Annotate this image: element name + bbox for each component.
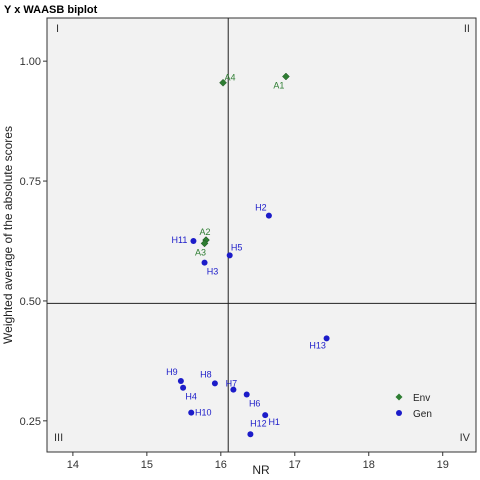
point-label-a3: A3 [195, 247, 206, 257]
gen-point-h10 [188, 409, 195, 416]
x-tick-label: 14 [67, 459, 79, 471]
x-tick-label: 16 [215, 459, 227, 471]
y-axis: 0.25 0.50 0.75 1.00 [20, 56, 47, 428]
y-tick-label: 1.00 [20, 56, 41, 68]
x-tick-label: 19 [437, 459, 449, 471]
quadrant-label-1: I [56, 23, 59, 35]
point-label-a4: A4 [225, 73, 236, 83]
env-point-a4 [219, 78, 227, 87]
gen-point-h12 [247, 431, 254, 438]
gen-point-h3 [201, 259, 208, 266]
gen-point-h7 [230, 386, 237, 393]
gen-point-h1 [262, 412, 269, 419]
legend-label-gen: Gen [413, 409, 432, 420]
point-label-h1: H1 [268, 417, 280, 427]
quadrant-label-4: IV [460, 432, 471, 444]
point-label-h9: H9 [166, 367, 178, 377]
point-label-h12: H12 [250, 418, 267, 428]
point-label-h3: H3 [207, 267, 219, 277]
gen-point-h13 [323, 335, 330, 342]
point-label-h10: H10 [195, 408, 212, 418]
legend-marker-gen [396, 410, 402, 416]
gen-point-h2 [265, 212, 272, 219]
x-tick-label: 17 [289, 459, 301, 471]
env-point-a3 [200, 239, 209, 248]
point-label-h5: H5 [231, 242, 243, 252]
reference-lines [47, 18, 476, 452]
point-label-a1: A1 [273, 81, 284, 91]
legend: Env Gen [395, 393, 432, 420]
y-tick-label: 0.75 [20, 176, 41, 188]
y-tick-label: 0.50 [20, 296, 41, 308]
point-label-a2: A2 [200, 227, 211, 237]
point-label-h8: H8 [200, 369, 212, 379]
plot-area [46, 17, 477, 453]
point-label-h7: H7 [226, 379, 238, 389]
point-label-h11: H11 [172, 235, 188, 245]
x-tick-label: 18 [363, 459, 375, 471]
gen-point-h9 [177, 378, 184, 385]
legend-marker-env [395, 393, 403, 401]
quadrant-label-3: III [54, 432, 63, 444]
y-axis-title: Weighted average of the absolute scores [1, 126, 15, 344]
legend-label-env: Env [413, 393, 430, 404]
x-axis-title: NR [252, 463, 270, 477]
x-axis: 14 15 16 17 18 19 [67, 452, 449, 471]
env-point-a1 [282, 72, 290, 81]
point-label-h2: H2 [255, 203, 267, 213]
chart-title: Y x WAASB biplot [4, 4, 98, 16]
gen-point-h6 [243, 391, 250, 398]
quadrant-label-2: II [464, 23, 470, 35]
gen-point-h11 [190, 237, 197, 244]
y-tick-label: 0.25 [20, 416, 41, 428]
gen-point-h4 [180, 384, 187, 391]
x-tick-label: 15 [141, 459, 153, 471]
gen-point-h5 [226, 252, 233, 259]
point-label-h4: H4 [185, 392, 197, 402]
point-label-h6: H6 [249, 398, 261, 408]
point-label-h13: H13 [309, 340, 326, 350]
gen-point-h8 [211, 380, 218, 387]
